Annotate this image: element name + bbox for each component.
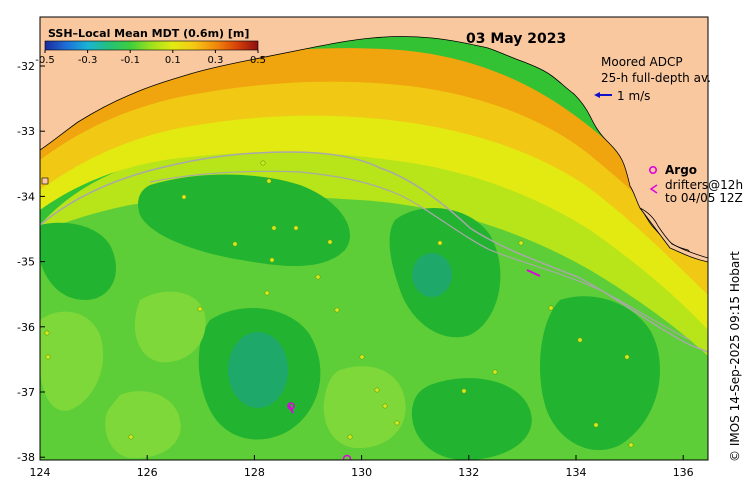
longitude-axis: 124 126 128 130 132 134 136 — [30, 455, 694, 479]
lon-tick-label: 128 — [244, 466, 265, 479]
station-dot — [359, 354, 365, 360]
patch-west-south-light — [105, 391, 181, 459]
station-dot — [260, 160, 266, 166]
lon-tick-label: 124 — [30, 466, 51, 479]
patch-south-light — [323, 366, 406, 449]
lat-tick-label: -32 — [17, 60, 35, 73]
station-dot — [347, 434, 353, 440]
patch-central-light — [134, 291, 206, 363]
adcp-scale-arrowhead — [594, 92, 600, 98]
imos-credit: © IMOS 14-Sep-2025 09:15 Hobart — [728, 251, 742, 462]
station-dot — [181, 194, 187, 200]
station-dot — [577, 337, 583, 343]
station-dot — [374, 387, 380, 393]
station-dot — [264, 290, 270, 296]
station-dot — [382, 403, 388, 409]
station-dot — [461, 388, 467, 394]
patch-west-light — [40, 311, 104, 411]
colorbar-tick-label: 0.1 — [165, 55, 181, 66]
lat-tick-label: -37 — [17, 386, 35, 399]
colorbar-tick-label: -0.5 — [35, 55, 55, 66]
station-dot — [44, 330, 50, 336]
shelf-isobath-inner — [149, 170, 691, 341]
eddy-southwest-core — [228, 332, 288, 408]
lat-tick-label: -35 — [17, 256, 35, 269]
shelf-isobath — [40, 151, 708, 353]
drifter-legend-line1: drifters@12h — [665, 178, 743, 192]
map-date: 03 May 2023 — [466, 31, 566, 47]
argo-float-marker — [287, 402, 295, 410]
eddy-south — [411, 378, 532, 460]
station-dot — [492, 369, 498, 375]
station-dot — [45, 354, 51, 360]
station-dot — [266, 178, 272, 184]
station-dot — [548, 305, 554, 311]
lon-tick-label: 134 — [566, 466, 587, 479]
lat-tick-label: -34 — [17, 190, 35, 203]
latitude-axis: -32 -33 -34 -35 -36 -37 -38 — [17, 60, 45, 464]
station-dot — [269, 257, 275, 263]
adcp-scale-label: 1 m/s — [617, 89, 650, 103]
lat-tick-label: -38 — [17, 451, 35, 464]
argo-legend-symbol — [648, 166, 657, 175]
station-dot — [593, 422, 599, 428]
station-dot — [293, 225, 299, 231]
map-frame — [39, 16, 709, 461]
eddy-central-core — [412, 253, 452, 297]
map-plot-area — [40, 17, 708, 460]
ssh-band-gold — [40, 73, 708, 296]
station-dot — [197, 306, 203, 312]
lon-tick-label: 132 — [458, 466, 479, 479]
drifter-legend-line2: to 04/05 12Z — [665, 191, 743, 205]
colorbar-tick-label: 0.5 — [250, 55, 266, 66]
station-dot — [394, 420, 400, 426]
argo-legend-label: Argo — [665, 163, 697, 177]
station-dot — [232, 241, 238, 247]
drifter-legend-symbol — [649, 184, 658, 194]
eddy-west — [138, 174, 350, 267]
station-dots — [44, 160, 634, 448]
colorbar-tick-label: -0.1 — [120, 55, 140, 66]
lon-tick-label: 130 — [351, 466, 372, 479]
argo-legend: Argo drifters@12h to 04/05 12Z — [648, 163, 743, 205]
colorbar-tick-label: -0.3 — [78, 55, 98, 66]
adcp-legend: Moored ADCP 25-h full-depth av. 1 m/s — [594, 55, 711, 103]
drifter-track — [526, 269, 541, 277]
station-dot — [271, 225, 277, 231]
colorbar-ramp — [44, 40, 259, 51]
colorbar-tick-label: 0.3 — [207, 55, 223, 66]
land-island — [41, 177, 49, 185]
lat-tick-label: -36 — [17, 321, 35, 334]
colorbar-ticks: -0.5 -0.3 -0.1 0.1 0.3 0.5 — [35, 50, 266, 66]
colorbar: SSH–Local Mean MDT (0.6m) [m] -0.5 -0.3 -0… — [35, 27, 266, 66]
station-dot — [315, 274, 321, 280]
station-dot — [628, 442, 634, 448]
eddy-west-lobe — [40, 222, 116, 300]
colorbar-title: SSH–Local Mean MDT (0.6m) [m] — [48, 27, 249, 40]
station-dot — [624, 354, 630, 360]
station-dot — [327, 239, 333, 245]
station-dot — [128, 434, 134, 440]
station-dot — [518, 240, 524, 246]
adcp-legend-title: Moored ADCP — [601, 55, 683, 69]
argo-float-marker — [342, 454, 352, 460]
station-dot — [437, 240, 443, 246]
lon-tick-label: 136 — [673, 466, 694, 479]
lon-tick-label: 126 — [137, 466, 158, 479]
lat-tick-label: -33 — [17, 125, 35, 138]
eddy-southeast — [540, 296, 660, 451]
station-dot — [334, 307, 340, 313]
adcp-legend-subtitle: 25-h full-depth av. — [601, 71, 711, 85]
land-kangaroo-coast — [639, 207, 708, 263]
ssh-band-orange — [40, 48, 708, 262]
ssh-band-yellow — [40, 108, 708, 330]
